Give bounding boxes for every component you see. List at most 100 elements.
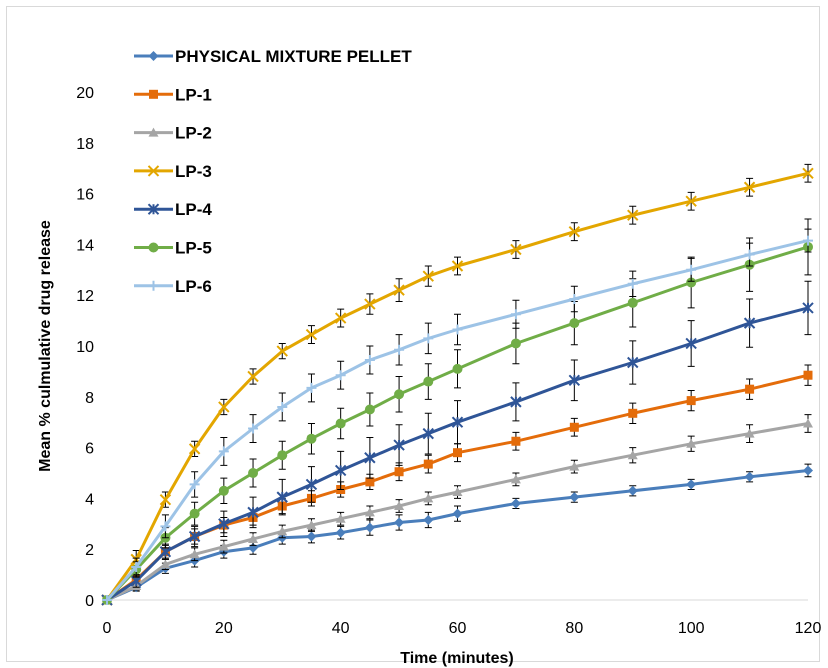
- star-marker: [451, 416, 464, 428]
- square-marker: [394, 467, 404, 477]
- series-5: [101, 280, 814, 606]
- square-marker: [453, 448, 462, 458]
- legend-item: LP-2: [134, 124, 212, 143]
- x-marker: [685, 195, 697, 207]
- x-tick-label: 100: [678, 620, 705, 637]
- square-marker: [803, 370, 813, 380]
- plus-marker: [131, 561, 142, 572]
- plus-marker: [248, 423, 259, 434]
- legend-label: LP-2: [175, 124, 212, 143]
- star-marker: [627, 356, 639, 369]
- triangle-marker: [160, 559, 171, 569]
- star-marker: [188, 530, 201, 543]
- square-marker: [745, 384, 755, 394]
- triangle-marker: [218, 541, 229, 551]
- diamond-marker: [452, 508, 463, 519]
- y-tick-label: 10: [76, 339, 94, 356]
- plus-marker: [102, 595, 112, 605]
- y-tick-label: 12: [76, 288, 94, 305]
- triangle-marker: [510, 474, 521, 484]
- legend-item: LP-6: [134, 277, 212, 296]
- series-4: [101, 163, 814, 606]
- plus-marker: [423, 333, 434, 344]
- x-marker: [147, 165, 160, 177]
- triangle-marker: [803, 418, 813, 428]
- triangle-marker: [277, 526, 288, 536]
- x-tick-label: 80: [565, 620, 583, 637]
- diamond-marker: [627, 485, 638, 496]
- x-marker: [188, 443, 201, 455]
- square-marker: [423, 459, 433, 469]
- star-marker: [218, 518, 230, 530]
- plus-marker: [218, 446, 229, 457]
- legend: PHYSICAL MIXTURE PELLET LP-1 LP-2 LP-3 LP-4 L…: [134, 47, 412, 296]
- y-tick-label: 20: [76, 85, 94, 102]
- circle-marker: [189, 508, 200, 519]
- triangle-marker: [627, 450, 638, 460]
- plus-marker: [394, 344, 405, 355]
- series-layer: [101, 163, 814, 606]
- diamond-marker: [335, 527, 346, 538]
- x-marker: [510, 243, 522, 256]
- y-axis-ticks: 0 2 4 6 8 10 12 14 16 18 20: [76, 85, 94, 610]
- star-marker: [364, 452, 376, 464]
- triangle-marker: [569, 461, 580, 471]
- circle-marker: [148, 242, 159, 253]
- y-tick-label: 0: [85, 593, 94, 610]
- circle-marker: [277, 450, 288, 461]
- triangle-marker: [744, 428, 755, 438]
- triangle-marker: [148, 127, 159, 137]
- triangle-marker: [423, 493, 434, 503]
- star-marker: [334, 464, 347, 477]
- triangle-marker: [248, 534, 259, 544]
- y-tick-label: 8: [85, 390, 94, 407]
- x-marker: [159, 493, 172, 506]
- x-tick-label: 40: [332, 620, 350, 637]
- plus-marker: [148, 280, 159, 291]
- circle-marker: [394, 389, 405, 400]
- legend-label: PHYSICAL MIXTURE PELLET: [175, 47, 412, 66]
- square-marker: [511, 436, 521, 446]
- x-marker: [743, 181, 756, 193]
- square-marker: [569, 422, 579, 432]
- plus-marker: [686, 264, 697, 275]
- circle-marker: [627, 297, 638, 308]
- legend-item: LP-3: [134, 162, 212, 181]
- star-marker: [422, 427, 434, 440]
- x-marker: [218, 401, 230, 413]
- x-tick-label: 0: [103, 620, 112, 637]
- plus-marker: [510, 309, 521, 320]
- diamond-marker: [744, 471, 755, 482]
- triangle-marker: [452, 487, 463, 497]
- x-marker: [802, 167, 814, 179]
- plus-marker: [189, 479, 200, 490]
- plus-marker: [452, 324, 463, 335]
- x-marker: [247, 370, 259, 383]
- plus-marker: [627, 278, 638, 289]
- legend-label: LP-3: [175, 162, 212, 181]
- legend-label: LP-5: [175, 239, 212, 258]
- y-tick-label: 16: [76, 187, 94, 204]
- star-marker: [802, 302, 814, 314]
- legend-item: LP-1: [134, 85, 212, 104]
- x-axis-title: Time (minutes): [400, 650, 514, 667]
- x-tick-label: 120: [795, 620, 822, 637]
- y-tick-label: 14: [76, 237, 94, 254]
- plus-marker: [160, 521, 171, 532]
- diamond-marker: [148, 51, 159, 61]
- circle-marker: [686, 277, 697, 288]
- x-marker: [451, 260, 464, 272]
- y-tick-label: 18: [76, 136, 94, 153]
- diamond-marker: [686, 479, 697, 490]
- x-marker: [334, 312, 347, 324]
- x-marker: [393, 284, 405, 296]
- triangle-marker: [364, 507, 375, 517]
- y-tick-label: 6: [85, 441, 94, 458]
- legend-label: LP-4: [175, 200, 212, 219]
- x-tick-label: 60: [449, 620, 467, 637]
- circle-marker: [335, 418, 346, 429]
- chart-border: [6, 6, 820, 662]
- circle-marker: [248, 468, 259, 478]
- legend-item: LP-4: [134, 200, 212, 219]
